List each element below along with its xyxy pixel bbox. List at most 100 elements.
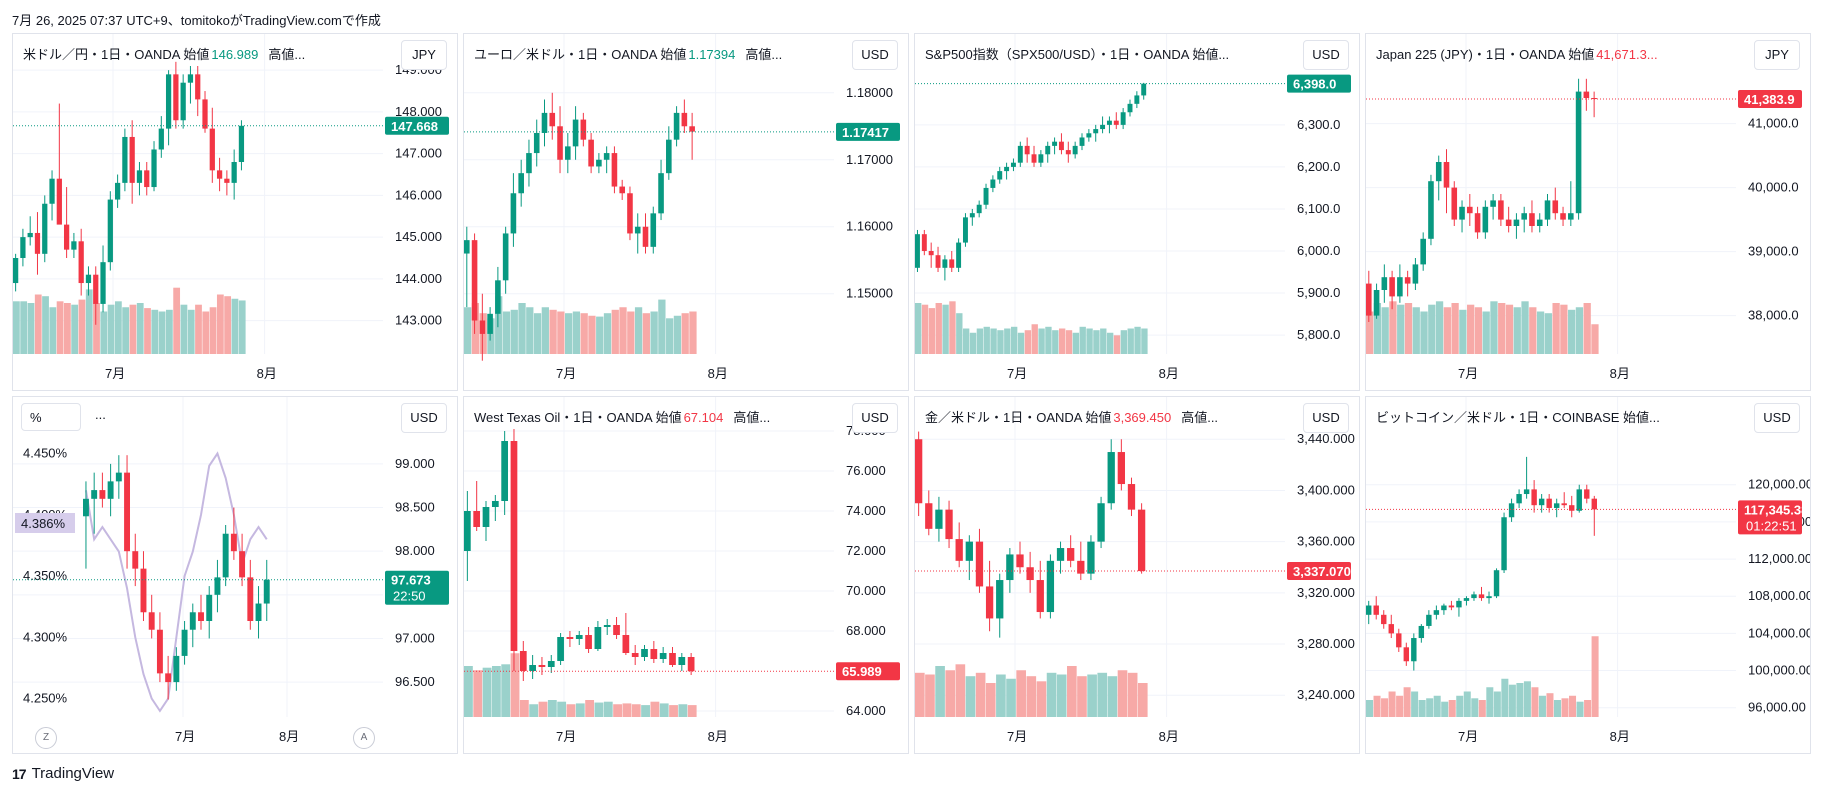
candle-body <box>1058 141 1064 151</box>
candle-body <box>1486 596 1492 599</box>
candle-body <box>1388 624 1394 634</box>
volume-bar <box>1086 328 1093 354</box>
candle-body <box>239 551 246 578</box>
volume-bar <box>13 301 20 354</box>
currency-selector[interactable]: USD <box>401 403 447 433</box>
volume-bar <box>687 705 697 717</box>
candle-body <box>1036 580 1044 613</box>
y-tick-label: 148.000 <box>395 104 442 119</box>
candle-body <box>619 186 625 194</box>
symbol-title[interactable]: ... <box>95 407 106 422</box>
candle-body <box>549 112 556 127</box>
y-tick-label: 96,000.00 <box>1748 700 1806 715</box>
candle-body <box>1531 489 1537 506</box>
currency-selector[interactable]: USD <box>1303 403 1349 433</box>
volume-bar <box>1443 307 1451 354</box>
chart-panel-7[interactable]: 3,440.000 3,400.000 3,360.000 3,320.000 3,28… <box>914 396 1360 754</box>
candle-body <box>613 625 620 635</box>
y-tick-label: 5,800.0 <box>1297 327 1340 342</box>
volume-bar <box>955 664 966 717</box>
currency-selector[interactable]: JPY <box>1754 40 1800 70</box>
candle-body <box>140 568 147 613</box>
chart-panel-2[interactable]: 1.18000 1.17000 1.16000 1.15000 1.17417 7月 8月 ユ… <box>463 33 909 391</box>
candle-body <box>1448 605 1455 608</box>
candle-body <box>627 193 633 234</box>
candle-body <box>56 178 62 225</box>
candle-body <box>1397 277 1403 297</box>
symbol-title[interactable]: 金／米ドル・1日・OANDA 始値 3,369.450 高値... <box>925 407 1218 426</box>
candle-body <box>1505 219 1512 226</box>
chart-panel-5[interactable]: 99.00098.50098.00097.50097.00096.5004.45… <box>12 396 458 754</box>
volume-bar <box>689 311 697 354</box>
auto-scale-button[interactable]: A <box>353 727 375 749</box>
y-tick-label: 3,240.000 <box>1297 687 1355 702</box>
candle-body <box>928 250 934 256</box>
candle-body <box>650 213 657 247</box>
candle-body <box>1451 187 1458 220</box>
volume-bar <box>1505 304 1514 354</box>
symbol-title[interactable]: West Texas Oil・1日・OANDA 始値 67.104 高値... <box>474 407 770 426</box>
candle-body <box>1474 213 1481 233</box>
volume-bar <box>1536 311 1545 354</box>
chart-panel-8[interactable]: 120,000.00116,000.00112,000.00108,000.00… <box>1365 396 1811 754</box>
candle-body <box>1443 162 1450 188</box>
volume-bar <box>627 311 635 354</box>
chart-panel-1[interactable]: 149.000148.000147.000146.000145.000144.0… <box>12 33 458 391</box>
volume-bar <box>487 318 495 354</box>
volume-bar <box>464 307 472 354</box>
candle-body <box>1046 560 1055 613</box>
symbol-title[interactable]: ビットコイン／米ドル・1日・COINBASE 始値... <box>1376 407 1660 426</box>
volume-bar <box>1412 307 1420 354</box>
symbol-title[interactable]: Japan 225 (JPY)・1日・OANDA 始値 41,671.3... <box>1376 44 1658 63</box>
currency-selector[interactable]: USD <box>852 403 898 433</box>
volume-bar <box>519 700 529 717</box>
candle-body <box>975 541 984 587</box>
volume-bar <box>56 301 64 354</box>
candle-body <box>962 217 968 243</box>
chart-panel-6[interactable]: 78.00076.00074.00072.00070.00068.00064.0… <box>463 396 909 754</box>
candle-body <box>1426 614 1432 626</box>
currency-selector[interactable]: USD <box>1754 403 1800 433</box>
title-text: ユーロ／米ドル・1日・OANDA 始値 <box>474 47 687 62</box>
currency-selector[interactable]: JPY <box>401 40 447 70</box>
chart-svg: 6,300.0 6,200.0 6,100.0 6,000.0 5,900.0 5,800… <box>915 34 1351 381</box>
symbol-title[interactable]: ユーロ／米ドル・1日・OANDA 始値 1.17394 高値... <box>474 44 782 63</box>
volume-bar <box>549 309 557 354</box>
x-tick-label: 8月 <box>708 366 728 381</box>
candle-body <box>1508 503 1515 518</box>
unit-selector[interactable]: % <box>21 403 81 431</box>
currency-selector[interactable]: USD <box>1303 40 1349 70</box>
volume-bar <box>1067 666 1077 717</box>
candle-body <box>1120 112 1126 125</box>
price-tag <box>1738 90 1802 109</box>
volume-bar <box>1045 326 1052 354</box>
y-tick-label: 70.000 <box>846 583 886 598</box>
volume-bar <box>85 289 93 354</box>
currency-selector[interactable]: USD <box>852 40 898 70</box>
zoom-toggle-button[interactable]: Z <box>35 727 57 749</box>
candle-body <box>13 258 19 284</box>
volume-bar <box>641 705 650 717</box>
chart-panel-4[interactable]: 41,000.0 40,000.0 39,000.0 38,000.0 41,383.9… <box>1365 33 1811 391</box>
volume-bar <box>1036 681 1047 717</box>
candle-body <box>1024 145 1030 155</box>
volume-bar <box>1381 307 1389 354</box>
chart-panel-3[interactable]: 6,300.0 6,200.0 6,100.0 6,000.0 5,900.0 5,800… <box>914 33 1360 391</box>
y-tick-label: 6,100.0 <box>1297 201 1340 216</box>
symbol-title[interactable]: 米ドル／円・1日・OANDA 始値 146.989 高値... <box>23 44 305 63</box>
candle-body <box>1591 98 1597 100</box>
y-tick-label: 99.000 <box>395 456 435 471</box>
symbol-title[interactable]: S&P500指数（SPX500/USD）・1日・OANDA 始値... <box>925 44 1229 63</box>
candle-body <box>1093 129 1099 134</box>
volume-bar <box>1100 328 1107 354</box>
volume-bar <box>976 328 984 354</box>
candle-body <box>471 240 478 321</box>
volume-bar <box>1046 672 1057 717</box>
volume-bar <box>1403 687 1411 717</box>
candle-body <box>173 655 180 683</box>
volume-bar <box>1529 307 1537 354</box>
chart-svg: 41,000.0 40,000.0 39,000.0 38,000.0 41,383.9… <box>1366 34 1802 381</box>
volume-bar <box>71 304 79 354</box>
volume-bar <box>1127 672 1138 717</box>
chart-svg: 1.18000 1.17000 1.16000 1.15000 1.17417 7月 8月 <box>464 34 900 381</box>
